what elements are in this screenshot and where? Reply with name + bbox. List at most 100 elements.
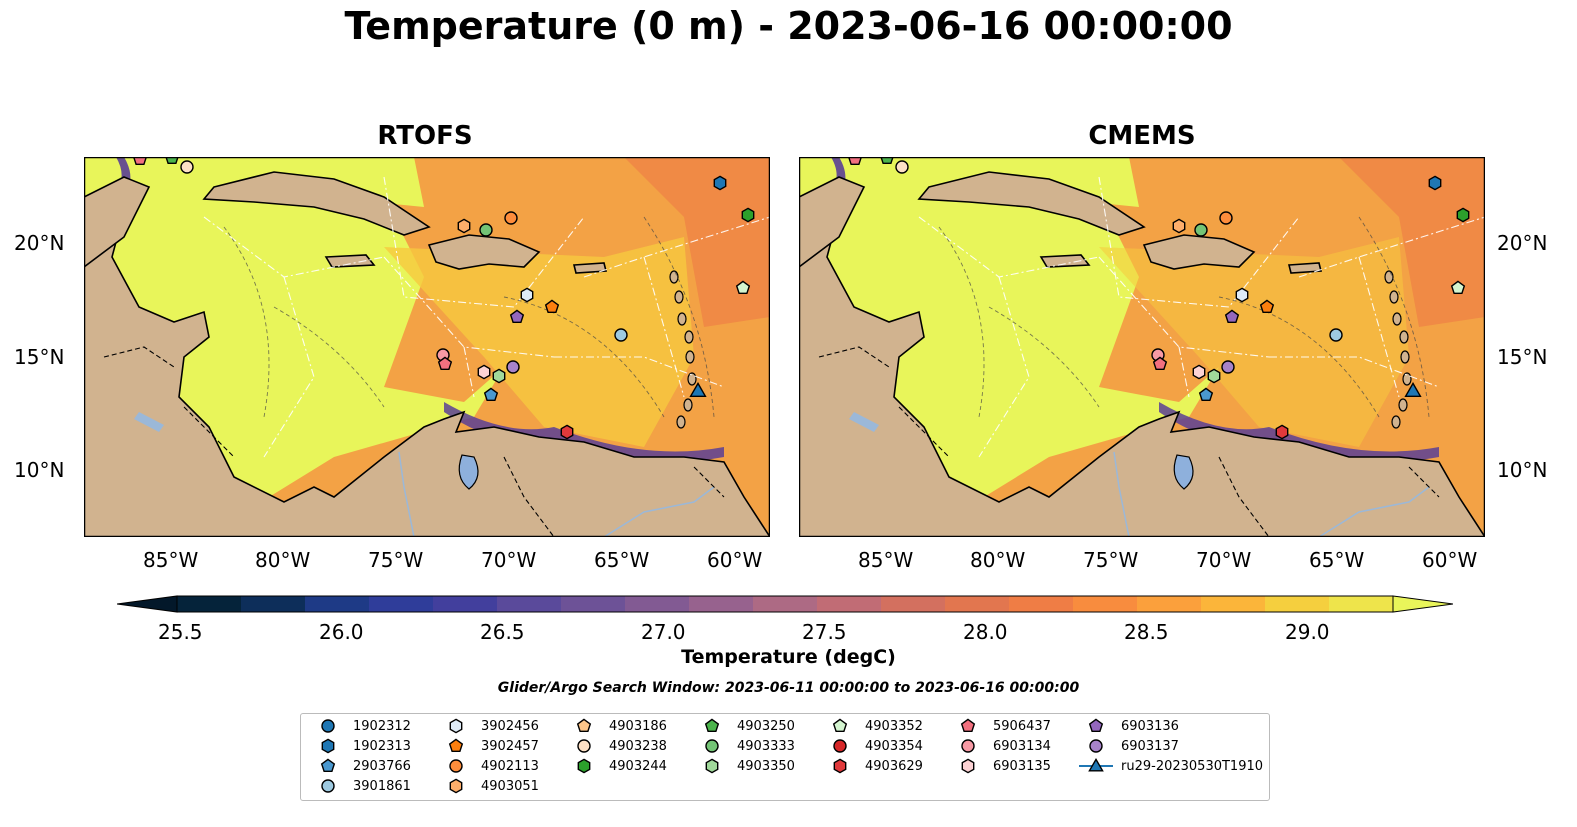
float-marker bbox=[1172, 218, 1186, 234]
lesser-antilles-island bbox=[687, 372, 697, 386]
x-tick-right: 75°W bbox=[1083, 548, 1139, 572]
x-tick-right: 65°W bbox=[1309, 548, 1365, 572]
y-tick-right: 20°N bbox=[1497, 231, 1548, 255]
legend-label: 3902457 bbox=[481, 738, 539, 754]
legend-label: 4903333 bbox=[737, 738, 795, 754]
legend-entry: 6903134 bbox=[951, 736, 1051, 756]
legend-marker bbox=[961, 758, 975, 774]
legend-marker bbox=[1088, 758, 1104, 772]
x-tick-right: 85°W bbox=[858, 548, 914, 572]
float-marker bbox=[544, 299, 560, 313]
colorbar-tick: 27.5 bbox=[802, 620, 847, 644]
legend-marker bbox=[960, 718, 976, 732]
mid-water-region bbox=[1099, 237, 1409, 447]
legend-marker bbox=[320, 758, 336, 772]
river bbox=[1318, 486, 1430, 537]
legend-entry: 4903244 bbox=[567, 756, 667, 776]
legend-entry: 4903629 bbox=[823, 756, 923, 776]
legend-entry: 1902313 bbox=[311, 736, 411, 756]
colorbar-segment bbox=[433, 596, 498, 612]
float-marker bbox=[1329, 328, 1343, 342]
float-marker bbox=[1207, 368, 1221, 384]
eez-boundary bbox=[1098, 176, 1300, 308]
lesser-antilles-island bbox=[684, 330, 694, 344]
float-marker bbox=[479, 223, 493, 237]
colorbar-segment bbox=[1329, 596, 1394, 612]
float-marker bbox=[1194, 223, 1208, 237]
float-marker bbox=[1219, 211, 1233, 225]
legend-entry: 4902113 bbox=[439, 756, 539, 776]
legend-entry: 1902312 bbox=[311, 716, 411, 736]
legend-label: 4903354 bbox=[865, 738, 923, 754]
float-marker bbox=[1198, 387, 1214, 401]
colorbar-segment bbox=[1073, 596, 1138, 612]
legend-marker bbox=[832, 718, 848, 732]
legend-marker bbox=[577, 739, 591, 753]
hot-water-region bbox=[624, 157, 770, 327]
isobath bbox=[223, 226, 270, 418]
lesser-antilles-island bbox=[1398, 398, 1408, 412]
map-frame bbox=[799, 157, 1485, 537]
float-marker bbox=[1428, 175, 1442, 191]
colorbar-segment bbox=[753, 596, 818, 612]
legend-marker bbox=[1089, 739, 1103, 753]
yucatan bbox=[84, 176, 151, 268]
puerto-rico bbox=[572, 262, 608, 274]
colorbar-segment bbox=[1265, 596, 1330, 612]
legend-marker-icon bbox=[321, 779, 335, 793]
legend-marker-icon bbox=[960, 718, 976, 732]
lesser-antilles-island bbox=[1384, 270, 1394, 284]
float-marker bbox=[437, 356, 453, 370]
lesser-antilles-island bbox=[1399, 330, 1409, 344]
legend-label: 4903352 bbox=[865, 718, 923, 734]
float-marker bbox=[1192, 364, 1206, 380]
colorbar-extend-low bbox=[117, 595, 178, 613]
hot-water-region bbox=[1339, 157, 1485, 327]
hispaniola bbox=[1142, 234, 1256, 270]
colorbar-tick: 26.5 bbox=[480, 620, 525, 644]
float-marker bbox=[506, 360, 520, 374]
legend-entry: 4903333 bbox=[695, 736, 795, 756]
legend-label: 1902313 bbox=[353, 738, 411, 754]
lesser-antilles-island bbox=[676, 415, 686, 429]
legend-marker bbox=[449, 718, 463, 734]
legend-marker bbox=[449, 778, 463, 794]
legend-marker-icon bbox=[832, 718, 848, 732]
legend-marker bbox=[577, 758, 591, 774]
x-tick-left: 75°W bbox=[368, 548, 424, 572]
float-marker bbox=[713, 175, 727, 191]
legend-label: 5906437 bbox=[993, 718, 1051, 734]
legend-marker bbox=[321, 738, 335, 754]
colorbar-label: Temperature (degC) bbox=[681, 646, 896, 668]
lesser-antilles-island bbox=[1392, 312, 1402, 326]
river bbox=[1113, 451, 1130, 537]
x-tick-left: 80°W bbox=[255, 548, 311, 572]
float-marker bbox=[492, 368, 506, 384]
colorbar-extend-high bbox=[1392, 595, 1453, 613]
lesser-antilles-island bbox=[683, 398, 693, 412]
legend-label: 4903250 bbox=[737, 718, 795, 734]
legend-marker bbox=[705, 739, 719, 753]
legend-label: 3901861 bbox=[353, 778, 411, 794]
float-marker bbox=[477, 364, 491, 380]
lesser-antilles-island bbox=[1400, 350, 1410, 364]
colorbar bbox=[117, 595, 1453, 613]
colorbar-segment bbox=[497, 596, 562, 612]
colorbar-segment bbox=[177, 596, 242, 612]
legend-marker bbox=[576, 718, 592, 732]
yucatan bbox=[799, 176, 866, 268]
legend-marker-icon bbox=[576, 718, 592, 732]
panel-title-cmems: CMEMS bbox=[1088, 121, 1196, 151]
eez-boundary bbox=[1269, 356, 1440, 388]
legend-entry: 4903350 bbox=[695, 756, 795, 776]
glider-marker bbox=[1404, 381, 1422, 397]
colorbar-tick: 25.5 bbox=[158, 620, 203, 644]
legend-marker-icon bbox=[833, 758, 847, 774]
legend-marker-icon bbox=[577, 758, 591, 774]
lesser-antilles-island bbox=[1402, 372, 1412, 386]
legend-marker-icon bbox=[961, 758, 975, 774]
float-marker bbox=[1259, 299, 1275, 313]
legend-marker bbox=[705, 758, 719, 774]
lake-maracaibo bbox=[1173, 454, 1194, 490]
jamaica bbox=[1039, 254, 1091, 268]
